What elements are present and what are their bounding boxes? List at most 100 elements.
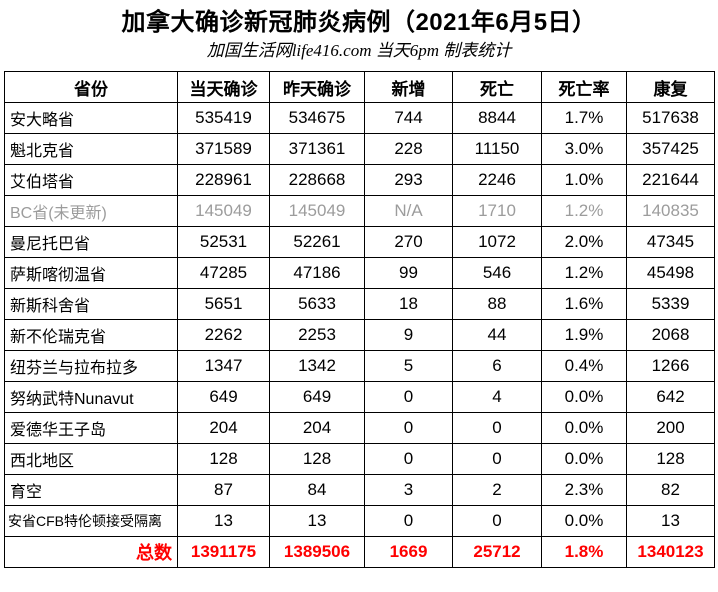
- cell-new-cases: 744: [364, 102, 453, 134]
- cell-today-confirmed: 52531: [177, 226, 270, 258]
- cell-yesterday-confirmed: 145049: [269, 195, 365, 227]
- cell-death-rate: 1.6%: [541, 288, 627, 320]
- cell-deaths: 0: [452, 505, 542, 537]
- cell-today-confirmed: 87: [177, 474, 270, 506]
- table-row: 努纳武特Nunavut 649 649 0 4 0.0% 642: [4, 381, 715, 413]
- cell-recovered: 13: [626, 505, 715, 537]
- cell-death-rate: 0.4%: [541, 350, 627, 382]
- cell-province-name: 努纳武特Nunavut: [4, 381, 178, 413]
- cell-new-cases: 228: [364, 133, 453, 165]
- column-header-deaths: 死亡: [452, 71, 542, 103]
- cell-death-rate: 0.0%: [541, 505, 627, 537]
- cell-yesterday-confirmed: 228668: [269, 164, 365, 196]
- cell-death-rate: 1.9%: [541, 319, 627, 351]
- cell-recovered: 642: [626, 381, 715, 413]
- total-row-label: 总数: [4, 536, 178, 568]
- page-title: 加拿大确诊新冠肺炎病例（2021年6月5日）: [121, 9, 597, 36]
- page: 加拿大确诊新冠肺炎病例（2021年6月5日） 加国生活网life416.com …: [0, 8, 718, 568]
- cell-deaths: 11150: [452, 133, 542, 165]
- table-row: 纽芬兰与拉布拉多 1347 1342 5 6 0.4% 1266: [4, 350, 715, 382]
- cell-deaths: 0: [452, 412, 542, 444]
- cell-recovered: 5339: [626, 288, 715, 320]
- cell-yesterday-confirmed: 84: [269, 474, 365, 506]
- cell-recovered: 357425: [626, 133, 715, 165]
- column-header-recovered: 康复: [626, 71, 715, 103]
- total-deaths: 25712: [452, 536, 542, 568]
- cell-today-confirmed: 145049: [177, 195, 270, 227]
- cell-province-name: 爱德华王子岛: [4, 412, 178, 444]
- cell-province-name: 魁北克省: [4, 133, 178, 165]
- table-row: 新斯科舍省 5651 5633 18 88 1.6% 5339: [4, 288, 715, 320]
- cell-deaths: 2: [452, 474, 542, 506]
- cell-today-confirmed: 371589: [177, 133, 270, 165]
- table-row: 新不伦瑞克省 2262 2253 9 44 1.9% 2068: [4, 319, 715, 351]
- column-header-death-rate: 死亡率: [541, 71, 627, 103]
- cell-deaths: 0: [452, 443, 542, 475]
- cell-province-name: 安大略省: [4, 102, 178, 134]
- covid-cases-table: 省份 当天确诊 昨天确诊 新增 死亡 死亡率 康复 安大略省 535419 53…: [4, 71, 715, 568]
- cell-yesterday-confirmed: 128: [269, 443, 365, 475]
- table-row: 安省CFB特伦顿接受隔离 13 13 0 0 0.0% 13: [4, 505, 715, 537]
- cell-death-rate: 1.2%: [541, 195, 627, 227]
- cell-today-confirmed: 5651: [177, 288, 270, 320]
- cell-new-cases: 3: [364, 474, 453, 506]
- cell-today-confirmed: 128: [177, 443, 270, 475]
- cell-deaths: 1072: [452, 226, 542, 258]
- cell-recovered: 2068: [626, 319, 715, 351]
- cell-province-name: 曼尼托巴省: [4, 226, 178, 258]
- cell-deaths: 6: [452, 350, 542, 382]
- cell-recovered: 82: [626, 474, 715, 506]
- cell-today-confirmed: 13: [177, 505, 270, 537]
- cell-yesterday-confirmed: 2253: [269, 319, 365, 351]
- table-row: 安大略省 535419 534675 744 8844 1.7% 517638: [4, 102, 715, 134]
- cell-deaths: 88: [452, 288, 542, 320]
- cell-province-name: 萨斯喀彻温省: [4, 257, 178, 289]
- cell-today-confirmed: 47285: [177, 257, 270, 289]
- total-recovered: 1340123: [626, 536, 715, 568]
- cell-today-confirmed: 1347: [177, 350, 270, 382]
- table-row: 育空 87 84 3 2 2.3% 82: [4, 474, 715, 506]
- column-header-yesterday-confirmed: 昨天确诊: [269, 71, 365, 103]
- cell-province-name: 新斯科舍省: [4, 288, 178, 320]
- cell-province-name: 新不伦瑞克省: [4, 319, 178, 351]
- cell-death-rate: 1.2%: [541, 257, 627, 289]
- cell-recovered: 1266: [626, 350, 715, 382]
- cell-recovered: 221644: [626, 164, 715, 196]
- cell-new-cases: 0: [364, 381, 453, 413]
- table-body: 安大略省 535419 534675 744 8844 1.7% 517638 …: [4, 102, 715, 568]
- cell-yesterday-confirmed: 649: [269, 381, 365, 413]
- cell-today-confirmed: 228961: [177, 164, 270, 196]
- cell-recovered: 47345: [626, 226, 715, 258]
- cell-province-name: 艾伯塔省: [4, 164, 178, 196]
- cell-death-rate: 0.0%: [541, 443, 627, 475]
- cell-deaths: 2246: [452, 164, 542, 196]
- table-row: 西北地区 128 128 0 0 0.0% 128: [4, 443, 715, 475]
- total-today-confirmed: 1391175: [177, 536, 270, 568]
- page-subtitle: 加国生活网life416.com 当天6pm 制表统计: [206, 41, 512, 60]
- cell-province-name: 育空: [4, 474, 178, 506]
- total-yesterday-confirmed: 1389506: [269, 536, 365, 568]
- cell-deaths: 4: [452, 381, 542, 413]
- cell-deaths: 44: [452, 319, 542, 351]
- cell-new-cases: 293: [364, 164, 453, 196]
- total-new-cases: 1669: [364, 536, 453, 568]
- cell-recovered: 128: [626, 443, 715, 475]
- cell-recovered: 517638: [626, 102, 715, 134]
- cell-new-cases: 0: [364, 505, 453, 537]
- cell-new-cases: 0: [364, 412, 453, 444]
- cell-today-confirmed: 2262: [177, 319, 270, 351]
- cell-new-cases: 5: [364, 350, 453, 382]
- column-header-province: 省份: [4, 71, 178, 103]
- cell-yesterday-confirmed: 1342: [269, 350, 365, 382]
- cell-yesterday-confirmed: 534675: [269, 102, 365, 134]
- cell-yesterday-confirmed: 52261: [269, 226, 365, 258]
- cell-death-rate: 1.0%: [541, 164, 627, 196]
- table-row: 曼尼托巴省 52531 52261 270 1072 2.0% 47345: [4, 226, 715, 258]
- column-header-today-confirmed: 当天确诊: [177, 71, 270, 103]
- cell-yesterday-confirmed: 204: [269, 412, 365, 444]
- cell-death-rate: 2.3%: [541, 474, 627, 506]
- cell-new-cases: N/A: [364, 195, 453, 227]
- cell-today-confirmed: 204: [177, 412, 270, 444]
- cell-province-name: BC省(未更新): [4, 195, 178, 227]
- cell-province-name: 西北地区: [4, 443, 178, 475]
